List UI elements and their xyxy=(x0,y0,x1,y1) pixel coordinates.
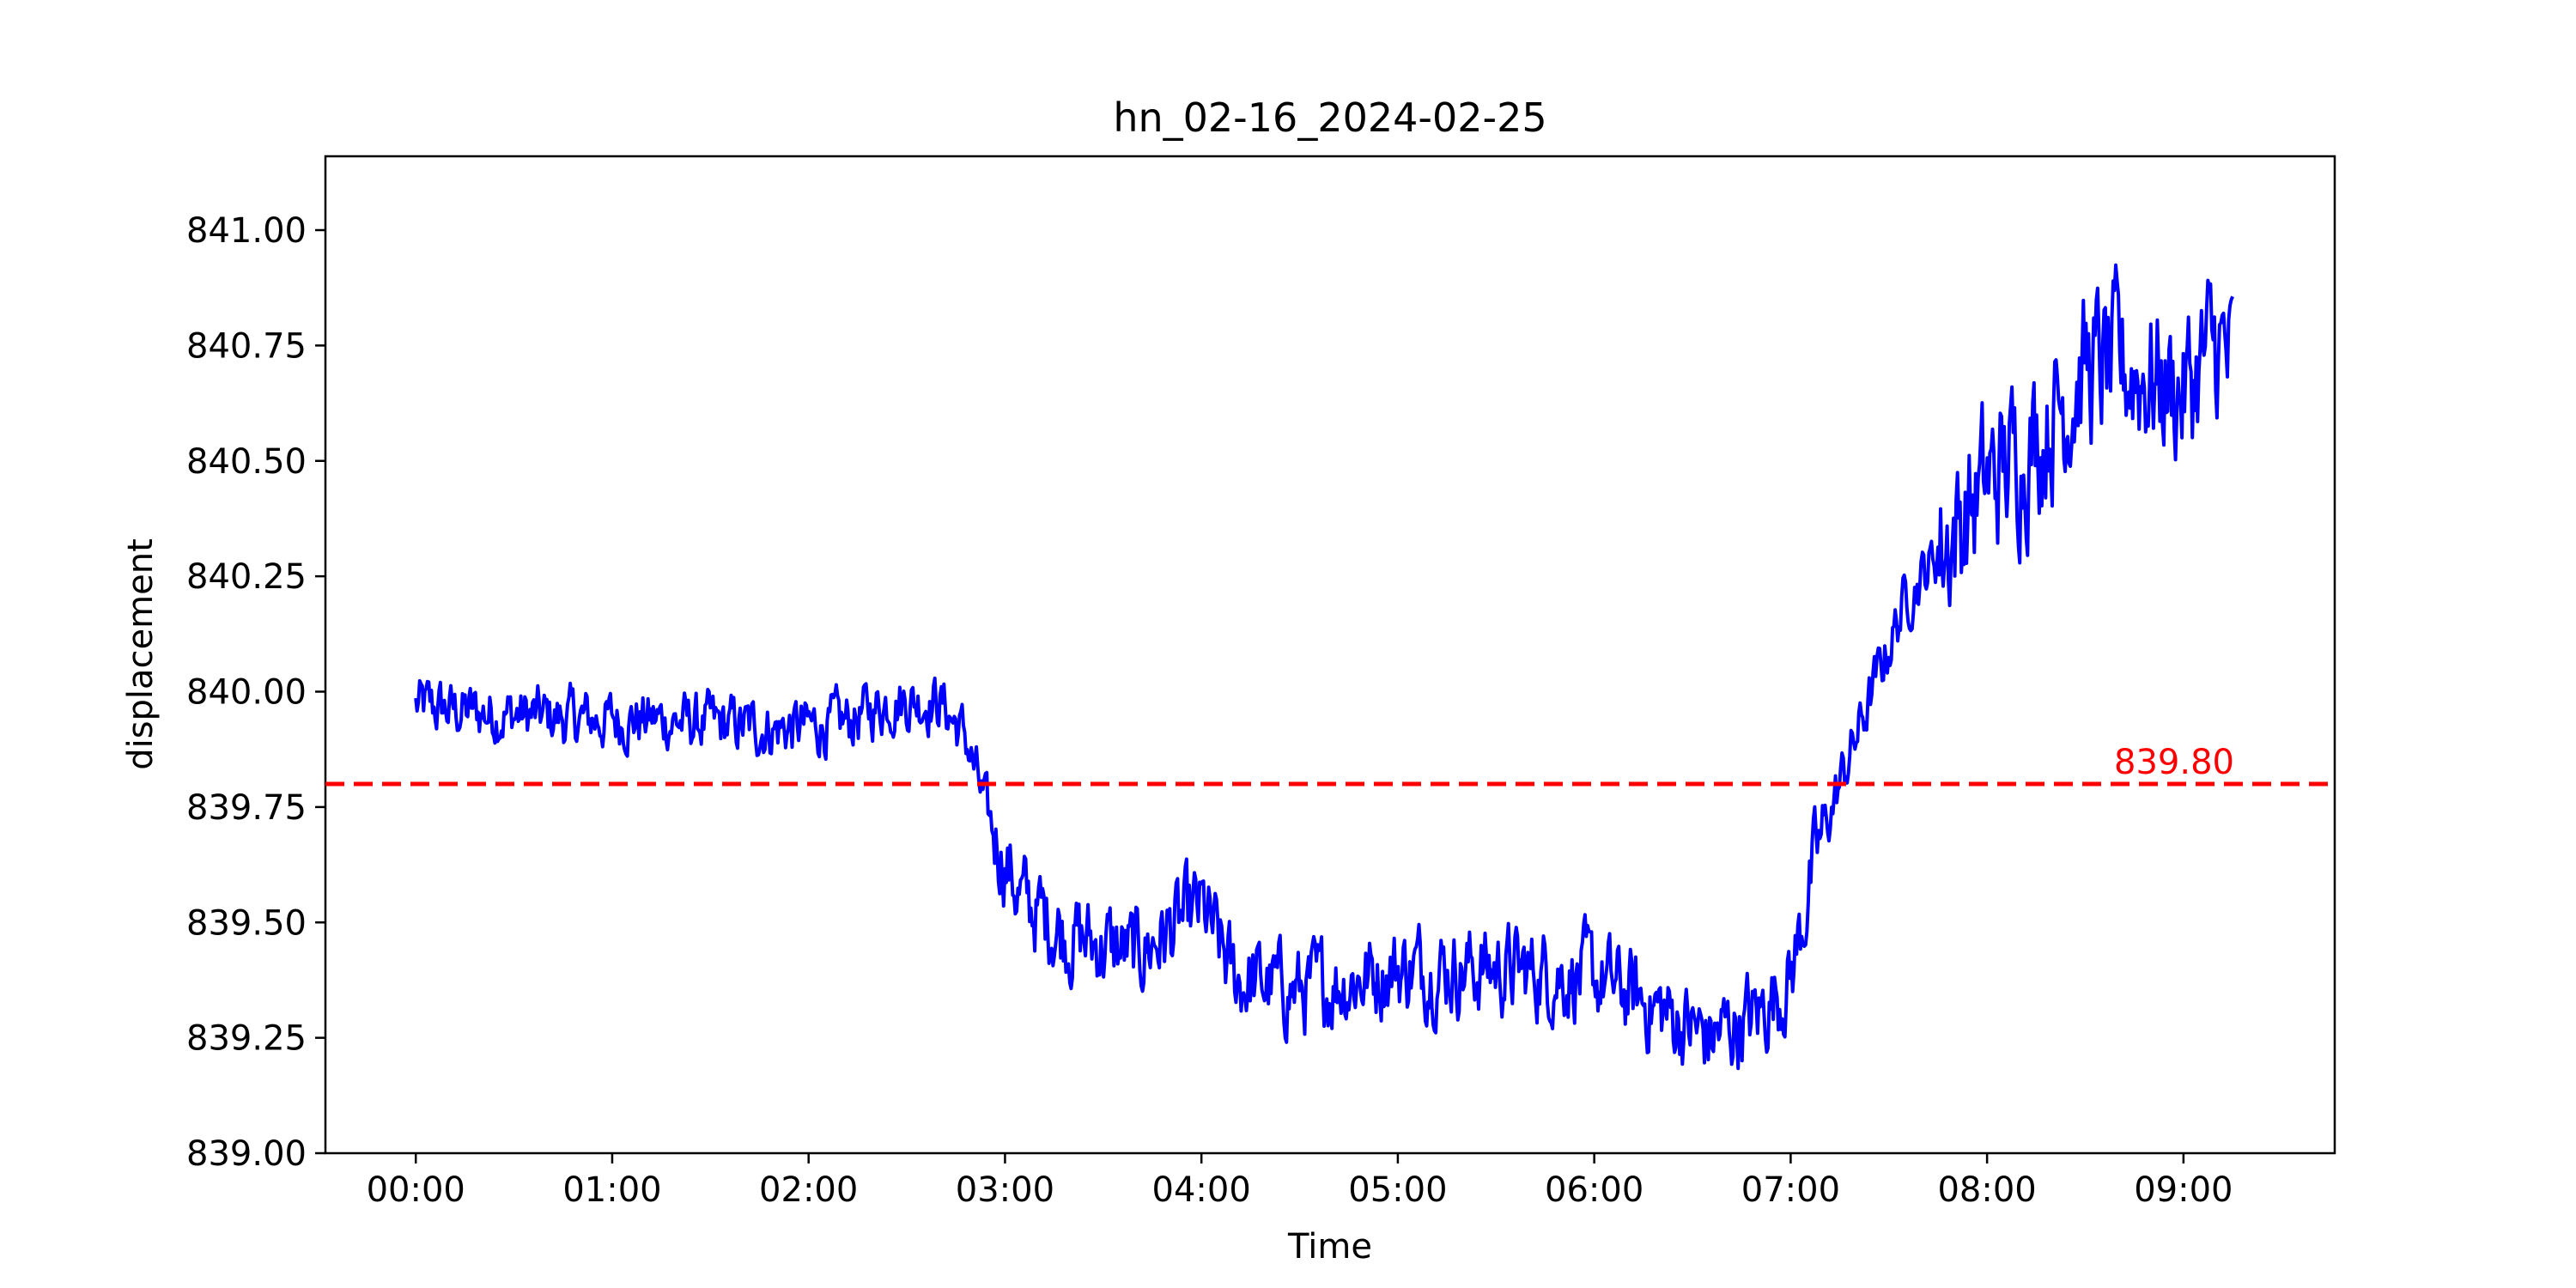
y-axis: 839.00 839.25 839.50 839.75 840.00 840.25 840.… xyxy=(186,211,325,1174)
x-tick-label: 09:00 xyxy=(2134,1170,2233,1210)
y-tick-label: 839.00 xyxy=(186,1134,307,1174)
threshold-layer: 839.80 xyxy=(325,743,2335,787)
y-tick-label: 839.50 xyxy=(186,903,307,943)
series-layer xyxy=(414,263,2234,1071)
x-tick-label: 05:00 xyxy=(1348,1170,1447,1210)
x-tick-label: 06:00 xyxy=(1545,1170,1643,1210)
plot-area-frame xyxy=(324,155,2336,1155)
y-tick-label: 840.75 xyxy=(186,326,307,366)
y-tick-label: 839.25 xyxy=(186,1019,307,1059)
y-tick-label: 841.00 xyxy=(186,211,307,251)
x-tick-label: 08:00 xyxy=(1937,1170,2036,1210)
x-tick-label: 00:00 xyxy=(367,1170,465,1210)
x-tick-label: 04:00 xyxy=(1152,1170,1251,1210)
threshold-label: 839.80 xyxy=(2114,743,2234,782)
x-tick-label: 02:00 xyxy=(759,1170,858,1210)
x-axis: 00:00 01:00 02:00 03:00 04:00 05:00 06:00 07:00… xyxy=(367,1153,2233,1210)
displacement-series-line xyxy=(414,263,2234,1071)
y-tick-label: 840.50 xyxy=(186,442,307,482)
x-tick-label: 03:00 xyxy=(956,1170,1054,1210)
y-tick-label: 840.25 xyxy=(186,557,307,597)
y-tick-label: 840.00 xyxy=(186,673,307,713)
x-tick-label: 01:00 xyxy=(562,1170,661,1210)
y-axis-label: displacement xyxy=(121,538,161,770)
x-tick-label: 07:00 xyxy=(1741,1170,1840,1210)
chart-title: hn_02-16_2024-02-25 xyxy=(1113,94,1546,141)
y-tick-label: 839.75 xyxy=(186,788,307,828)
x-axis-label: Time xyxy=(1287,1227,1372,1267)
